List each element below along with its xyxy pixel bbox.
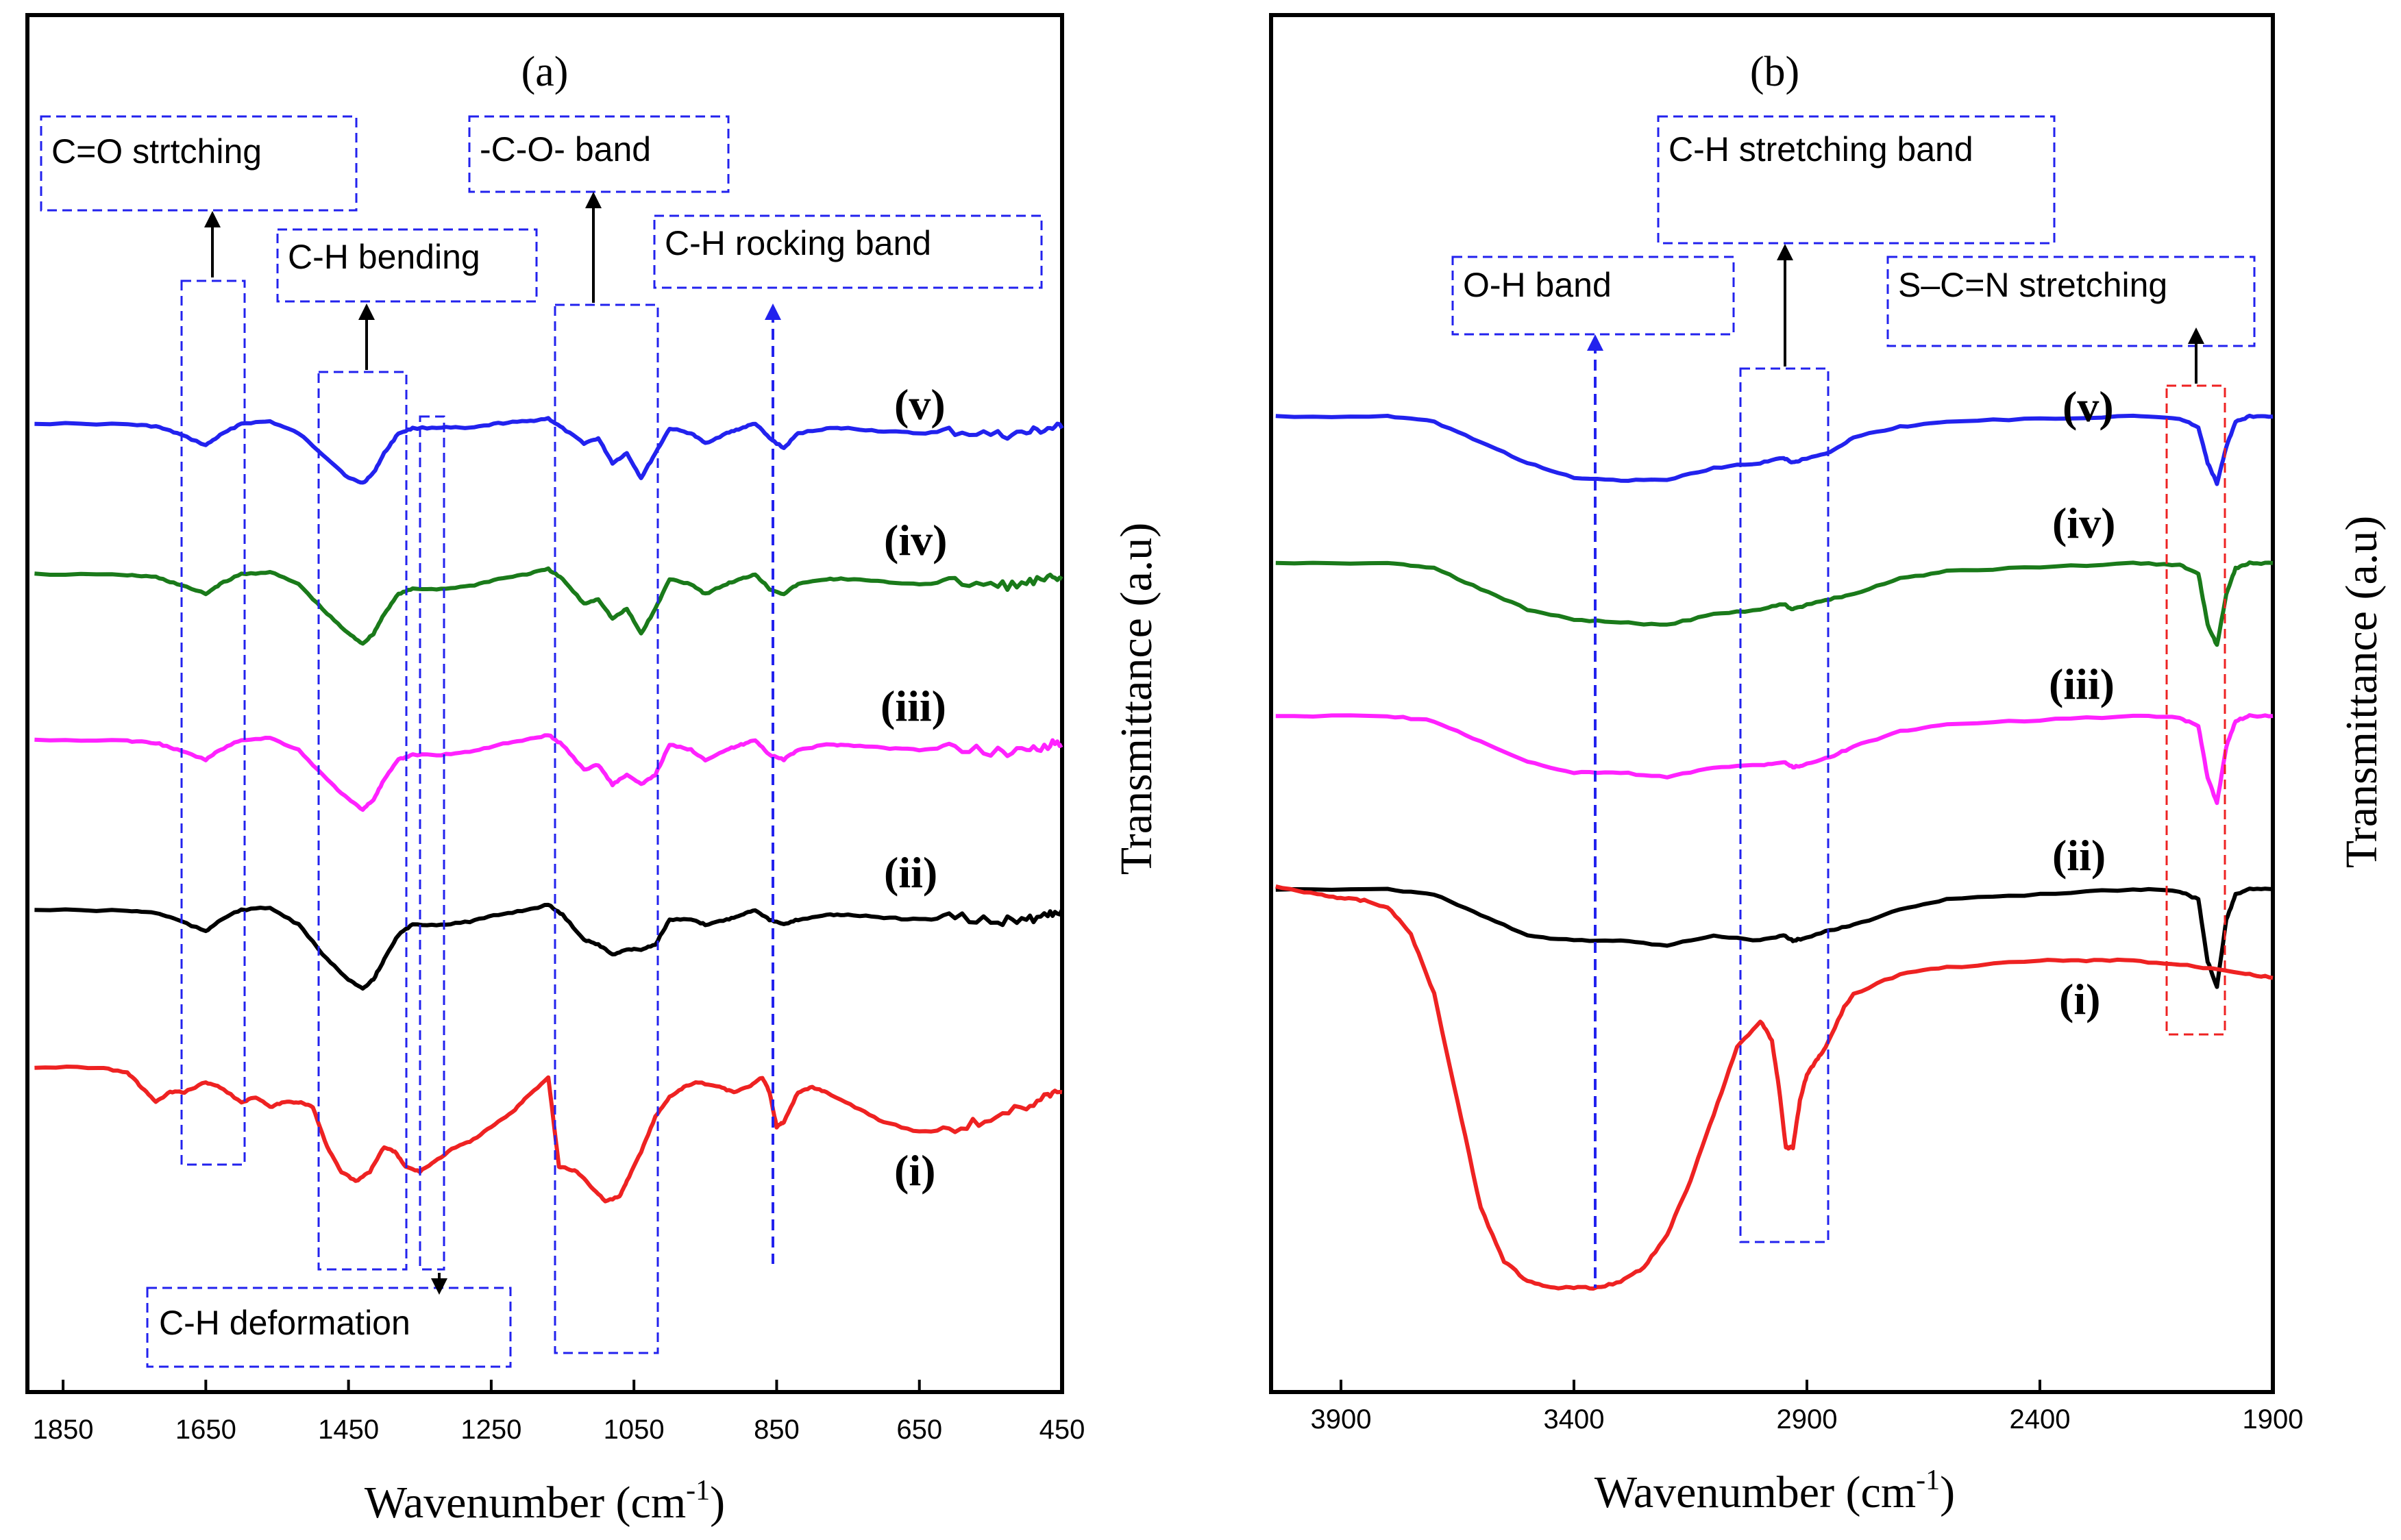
- ch-bending-label-box: [276, 228, 538, 303]
- series-label-v: (v): [2063, 382, 2114, 431]
- series-label-i: (i): [894, 1146, 935, 1195]
- spectrum-line-iv: [1275, 560, 2274, 647]
- spectrum-line-v: [1275, 413, 2274, 486]
- series-label-i: (i): [2059, 975, 2100, 1023]
- x-tick-label: 3900: [1311, 1404, 1372, 1435]
- panel-b-frame: [1269, 13, 2275, 1394]
- series-label-ii: (ii): [884, 848, 937, 897]
- panel-b-x-axis-title: Wavenumber (cm-1): [1594, 1465, 1955, 1517]
- ch-rocking-label: C-H rocking band: [665, 224, 931, 262]
- x-tick-label: 650: [896, 1415, 942, 1445]
- spectrum-line-iii: [34, 733, 1063, 812]
- ch-stretching-label: C-H stretching band: [1669, 130, 1973, 169]
- series-label-iii: (iii): [881, 682, 946, 730]
- panel-a-frame: [25, 13, 1064, 1394]
- scn-stretching-label-box: [1886, 256, 2256, 347]
- panel-a-x-axis-title: Wavenumber (cm-1): [365, 1475, 725, 1528]
- series-label-iii: (iii): [2049, 660, 2115, 708]
- x-tick-label: 1650: [175, 1415, 236, 1445]
- x-tick-label: 1850: [33, 1415, 94, 1445]
- spectrum-line-iii: [1275, 713, 2274, 806]
- panel-b-title: (b): [1750, 49, 1799, 95]
- x-tick-label: 1250: [460, 1415, 521, 1445]
- panel-a-annotation-boxes: [40, 115, 1043, 1368]
- x-tick-label: 1450: [318, 1415, 379, 1445]
- series-label-iv: (iv): [884, 516, 947, 564]
- panel-b-annotation-boxes: [1451, 115, 2256, 1243]
- x-tick-label: 450: [1039, 1415, 1085, 1445]
- ch-bending-region: [317, 371, 408, 1271]
- ch-deformation-region: [419, 415, 445, 1271]
- panel-a-title: (a): [521, 49, 569, 95]
- spectrum-line-i: [1275, 884, 2274, 1291]
- co-stretch-label-box: [40, 115, 358, 212]
- x-tick-label: 2400: [2010, 1404, 2071, 1435]
- ch-stretching-region: [1739, 367, 1830, 1243]
- x-tick-label: 1900: [2243, 1404, 2304, 1435]
- panel-b-y-axis-title: Transmittance (a.u): [2337, 516, 2387, 868]
- x-tick-label: 1050: [604, 1415, 665, 1445]
- co-stretch-region: [180, 280, 246, 1166]
- spectrum-line-ii: [1275, 886, 2274, 989]
- panel-b: (b) 3900 3400 2900 2400 1900 C-H stretching …: [1269, 13, 2387, 1517]
- ch-bending-label: C-H bending: [288, 238, 480, 276]
- spectrum-line-v: [34, 416, 1064, 485]
- series-label-ii: (ii): [2052, 831, 2106, 880]
- x-tick-label: 3400: [1544, 1404, 1605, 1435]
- panel-a-series: [34, 416, 1064, 1204]
- series-label-iv: (iv): [2052, 499, 2115, 547]
- ch-deformation-label-box: [146, 1287, 512, 1368]
- panel-a-arrows: [204, 192, 602, 1295]
- x-tick-label: 850: [754, 1415, 800, 1445]
- spectrum-line-ii: [34, 902, 1064, 991]
- coc-band-label: -C-O- band: [480, 130, 651, 169]
- panel-a-ticks: 1850 1650 1450 1250 1050 850 650 450: [33, 1380, 1085, 1445]
- ch-deformation-label: C-H deformation: [159, 1304, 410, 1342]
- scn-stretching-region: [2165, 384, 2226, 1036]
- spectrum-line-i: [34, 1065, 1063, 1204]
- scn-stretching-label: S–C=N stretching: [1898, 266, 2167, 304]
- panel-b-arrows: [1777, 244, 2204, 384]
- coc-band-label-box: [468, 115, 730, 193]
- ch-stretching-label-box: [1657, 115, 2056, 245]
- panel-b-series: [1275, 413, 2274, 1291]
- series-label-v: (v): [894, 380, 946, 429]
- panel-a: (a) 1850 1650 1450 1250 1050 850 650 450 C=O st…: [25, 13, 1161, 1528]
- oh-band-label: O-H band: [1463, 266, 1612, 304]
- panel-b-ticks: 3900 3400 2900 2400 1900: [1311, 1380, 2304, 1435]
- x-tick-label: 2900: [1777, 1404, 1838, 1435]
- coc-band-region: [554, 303, 659, 1354]
- panel-a-y-axis-title: Transmittance (a.u): [1111, 523, 1161, 875]
- ch-rocking-label-box: [653, 214, 1043, 289]
- spectrum-line-iv: [34, 566, 1063, 646]
- co-stretch-label: C=O strtching: [51, 132, 262, 171]
